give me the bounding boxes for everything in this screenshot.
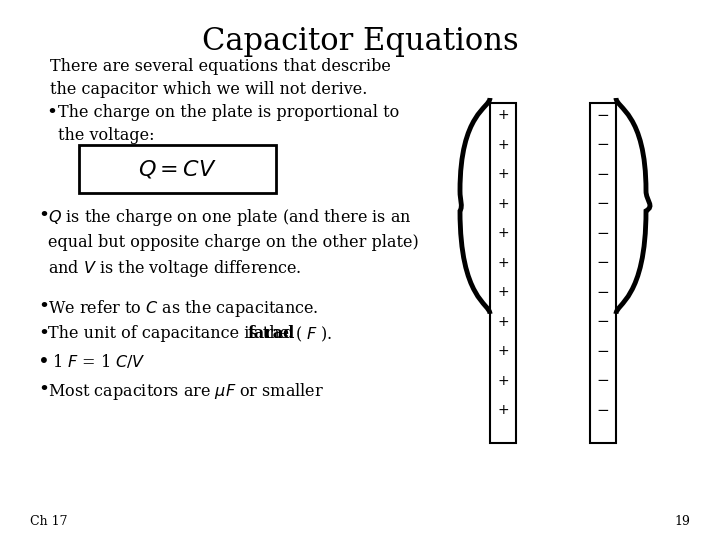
Text: $Q$ is the charge on one plate (and there is an
equal but opposite charge on the: $Q$ is the charge on one plate (and ther… bbox=[48, 207, 419, 279]
Text: •: • bbox=[38, 298, 49, 316]
Text: −: − bbox=[597, 226, 609, 241]
Text: +: + bbox=[498, 403, 509, 417]
FancyBboxPatch shape bbox=[79, 145, 276, 193]
Text: −: − bbox=[597, 314, 609, 329]
Text: The charge on the plate is proportional to
the voltage:: The charge on the plate is proportional … bbox=[58, 104, 400, 144]
Text: −: − bbox=[597, 107, 609, 123]
Text: −: − bbox=[597, 403, 609, 418]
Text: +: + bbox=[498, 226, 509, 240]
Text: +: + bbox=[498, 345, 509, 359]
Text: +: + bbox=[498, 167, 509, 181]
Text: +: + bbox=[498, 374, 509, 388]
Text: +: + bbox=[498, 315, 509, 329]
Text: •: • bbox=[38, 207, 49, 225]
Text: We refer to $C$ as the capacitance.: We refer to $C$ as the capacitance. bbox=[48, 298, 318, 319]
Text: Most capacitors are $\mu F$ or smaller: Most capacitors are $\mu F$ or smaller bbox=[48, 381, 324, 402]
Text: Capacitor Equations: Capacitor Equations bbox=[202, 26, 518, 57]
Text: •: • bbox=[46, 104, 57, 122]
Text: •: • bbox=[38, 353, 50, 372]
Text: 1 $F$ = 1 $C/V$: 1 $F$ = 1 $C/V$ bbox=[52, 353, 145, 371]
Text: +: + bbox=[498, 285, 509, 299]
Text: +: + bbox=[498, 108, 509, 122]
Text: −: − bbox=[597, 196, 609, 211]
Text: •: • bbox=[38, 325, 49, 343]
Text: −: − bbox=[597, 255, 609, 270]
Text: Ch 17: Ch 17 bbox=[30, 515, 68, 528]
Text: −: − bbox=[597, 137, 609, 152]
Text: −: − bbox=[597, 344, 609, 359]
Text: +: + bbox=[498, 256, 509, 269]
Bar bbox=[490, 103, 516, 443]
Text: There are several equations that describe
the capacitor which we will not derive: There are several equations that describ… bbox=[50, 58, 391, 98]
Text: −: − bbox=[597, 285, 609, 300]
Text: −: − bbox=[597, 373, 609, 388]
Bar bbox=[590, 103, 616, 443]
Text: −: − bbox=[597, 167, 609, 181]
Text: $Q = CV$: $Q = CV$ bbox=[138, 159, 217, 181]
Text: 19: 19 bbox=[674, 515, 690, 528]
Text: +: + bbox=[498, 197, 509, 211]
Text: ( $F$ ).: ( $F$ ). bbox=[290, 325, 333, 345]
Text: The unit of capacitance is the: The unit of capacitance is the bbox=[48, 325, 294, 342]
Text: •: • bbox=[38, 381, 49, 399]
Text: farad: farad bbox=[248, 325, 295, 342]
Text: +: + bbox=[498, 138, 509, 152]
